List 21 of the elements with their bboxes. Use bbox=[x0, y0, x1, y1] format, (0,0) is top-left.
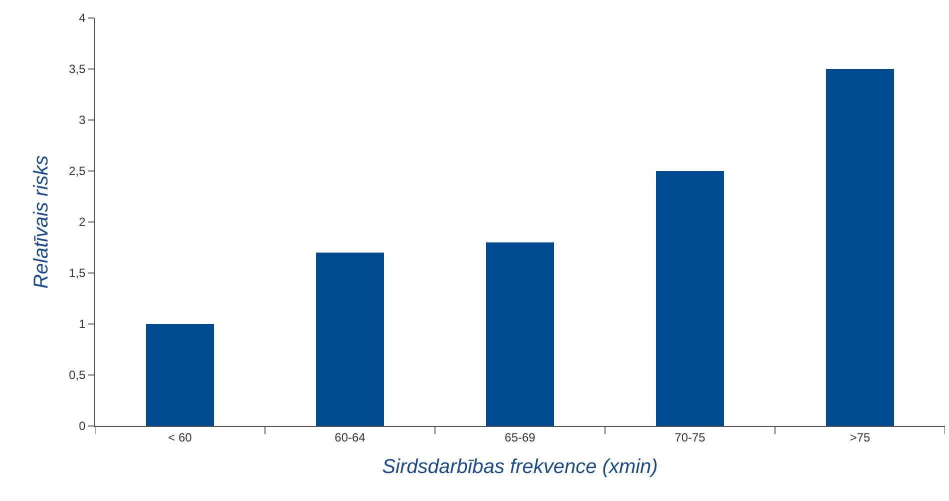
y-tick-label: 1 bbox=[78, 317, 86, 332]
y-tick-label: 4 bbox=[78, 11, 86, 26]
y-tick-label: 2,5 bbox=[68, 164, 86, 178]
y-tick-label: 3 bbox=[78, 113, 86, 128]
y-tick-label: 0 bbox=[78, 419, 86, 434]
x-tick-label: < 60 bbox=[168, 430, 192, 444]
y-tick-label: 1,5 bbox=[68, 266, 86, 280]
bar bbox=[316, 252, 384, 426]
bar bbox=[656, 171, 724, 426]
x-tick-label: >75 bbox=[850, 430, 870, 444]
x-tick-label: 70-75 bbox=[674, 430, 706, 444]
y-tick-label: 3,5 bbox=[68, 62, 86, 76]
y-tick-label: 0,5 bbox=[68, 368, 86, 382]
bar bbox=[146, 324, 214, 426]
x-tick-label: 65-69 bbox=[504, 430, 536, 444]
bar bbox=[826, 69, 894, 426]
x-axis-title: Sirdsdarbības frekvence (xmin) bbox=[382, 456, 658, 478]
bar bbox=[486, 242, 554, 426]
x-tick-label: 60-64 bbox=[334, 430, 366, 444]
y-axis-title: Relatīvais risks bbox=[30, 155, 52, 289]
y-tick-label: 2 bbox=[78, 215, 86, 230]
